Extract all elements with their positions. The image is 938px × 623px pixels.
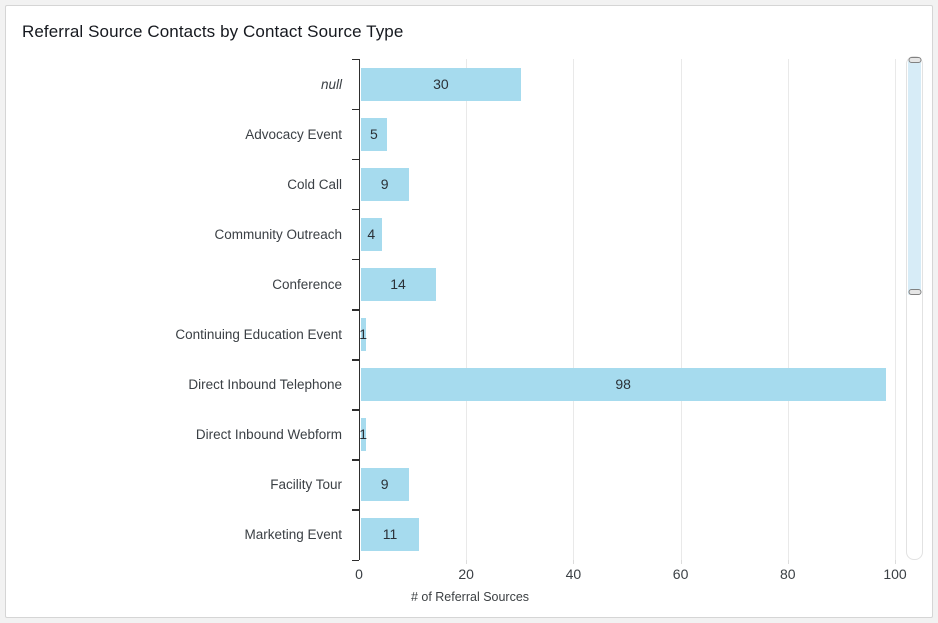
bar[interactable] [360,267,436,301]
bar-value-label: 9 [380,476,389,493]
bar-value-label: 11 [382,526,398,543]
chart-row: Facility Tour 9 [6,460,904,510]
chart-row: Community Outreach 4 [6,209,904,259]
y-axis-tick [351,258,359,261]
bar-value-label: 14 [390,275,406,292]
bar-area: 98 [359,360,904,410]
y-axis-tick [351,509,359,511]
gridline [466,59,468,560]
category-label: Marketing Event [244,527,342,543]
y-axis-tick [351,359,359,361]
bar[interactable] [360,167,409,201]
bar-area: 1 [359,410,904,460]
bar[interactable] [360,117,388,151]
bar[interactable] [360,368,886,402]
x-tick-label: 60 [672,566,689,582]
x-tick-mark [895,560,896,564]
scrollbar-top-handle-icon[interactable] [908,57,921,63]
bar[interactable] [360,317,366,351]
x-tick-mark [573,560,575,564]
bar-area: 9 [359,159,904,209]
x-tick-label: 40 [565,566,582,582]
bar-area: 11 [359,510,904,560]
category-label: null [320,76,342,92]
chart-row: Direct Inbound Webform 1 [6,410,904,460]
gridline [573,59,575,560]
bar[interactable] [360,217,382,251]
y-axis-tick [351,309,359,311]
bar-value-label: 1 [359,325,368,342]
chart-title: Referral Source Contacts by Contact Sour… [22,22,404,41]
bar-value-label: 5 [369,125,378,142]
bar[interactable] [360,67,522,101]
bar-value-label: 98 [615,376,631,393]
bar-area: 1 [359,309,904,359]
x-tick-label: 80 [780,566,796,582]
gridline [787,59,789,560]
category-label: Direct Inbound Webform [195,427,342,443]
bar-area: 9 [359,460,904,510]
x-tick-mark [680,560,682,564]
category-label: Conference [272,276,342,292]
y-axis-line [358,59,360,560]
y-axis-tick [351,459,359,461]
category-label: Cold Call [287,176,342,192]
bar[interactable] [360,468,409,502]
chart-rows: null 30 Advocacy Event 5 Cold Call 9 Community… [6,59,904,560]
x-tick-label: 100 [883,566,907,582]
category-label: Community Outreach [214,226,342,242]
chart-row: Marketing Event 11 [6,510,904,560]
y-axis-tick [351,208,359,211]
bar-area: 30 [359,59,904,109]
bar-value-label: 9 [380,175,389,192]
chart-row: Continuing Education Event 1 [6,309,904,359]
x-tick-mark [787,560,789,564]
bar-value-label: 1 [359,426,368,443]
chart-row: null 30 [6,59,904,109]
gridlines [359,59,904,560]
y-axis-tick [351,559,359,561]
x-axis-title: # of Referral Sources [410,590,530,604]
bar-area: 14 [359,259,904,309]
y-axis-tick [351,409,359,411]
x-axis-tick-labels: 0 20 40 60 80 100 [355,566,907,584]
bar[interactable] [360,418,366,452]
chart-scrollbar-fill[interactable] [908,60,921,295]
category-label: Direct Inbound Telephone [188,377,342,393]
gridline [680,59,682,560]
x-tick-mark [466,560,468,564]
y-axis-tick [351,108,359,111]
chart-card: Referral Source Contacts by Contact Sour… [5,5,933,618]
x-tick-label: 20 [458,566,474,582]
x-tick-label: 0 [355,566,363,582]
category-label: Continuing Education Event [175,327,342,343]
bar-value-label: 4 [367,225,376,242]
chart-row: Direct Inbound Telephone 98 [6,360,904,410]
bar[interactable] [360,518,420,552]
y-axis-tick [351,58,359,60]
chart-row: Conference 14 [6,259,904,309]
scrollbar-bottom-handle-icon[interactable] [908,289,921,295]
bar-value-label: 30 [433,75,449,92]
category-label: Facility Tour [270,477,342,493]
gridline [895,59,896,560]
category-label: Advocacy Event [245,126,342,142]
bar-area: 4 [359,209,904,259]
chart-row: Advocacy Event 5 [6,109,904,159]
chart-row: Cold Call 9 [6,159,904,209]
bar-area: 5 [359,109,904,159]
y-axis-tick [351,158,359,161]
chart-scrollbar-track[interactable] [906,56,923,560]
